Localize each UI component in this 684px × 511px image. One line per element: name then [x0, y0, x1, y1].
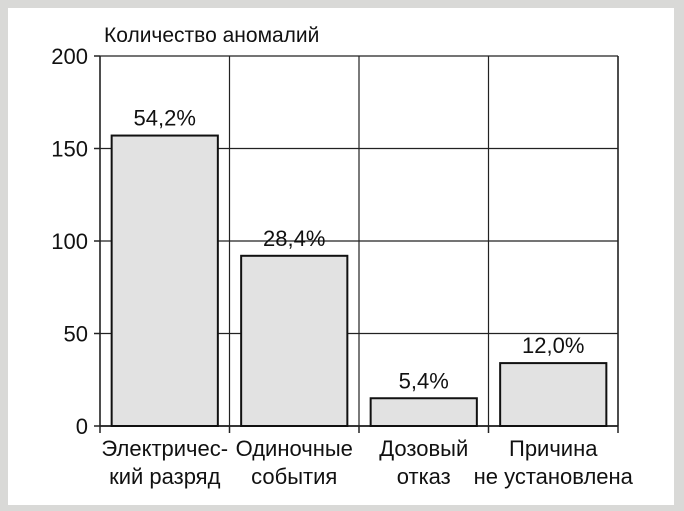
data-label: 12,0% [522, 333, 584, 358]
chart-title: Количество аномалий [104, 24, 319, 47]
y-tick-label: 150 [51, 137, 88, 162]
y-tick-label: 50 [64, 322, 88, 347]
y-axis-ticks: 0 50 100 150 200 [51, 44, 100, 439]
chart-panel: 54,2% 28,4% 5,4% 12,0% 0 50 100 150 200 Электри… [8, 8, 674, 505]
bars [110, 134, 608, 428]
bar [499, 362, 608, 428]
x-tick-label: Дозовый отказ [379, 436, 468, 489]
bar-chart: 54,2% 28,4% 5,4% 12,0% 0 50 100 150 200 Электри… [51, 24, 634, 489]
data-label: 28,4% [263, 226, 325, 251]
data-label: 54,2% [134, 106, 196, 131]
bar [240, 254, 349, 427]
data-labels: 54,2% 28,4% 5,4% 12,0% [134, 106, 585, 394]
y-tick-label: 0 [76, 414, 88, 439]
bar [369, 397, 478, 427]
x-tick-label: Причина не установлена [474, 436, 634, 489]
y-tick-label: 100 [51, 229, 88, 254]
data-label: 5,4% [399, 368, 449, 393]
x-tick-label: Электричес-кий разряд [101, 436, 228, 489]
y-tick-label: 200 [51, 44, 88, 69]
bar [110, 134, 219, 428]
x-tick-label: Одиночные события [236, 436, 353, 489]
